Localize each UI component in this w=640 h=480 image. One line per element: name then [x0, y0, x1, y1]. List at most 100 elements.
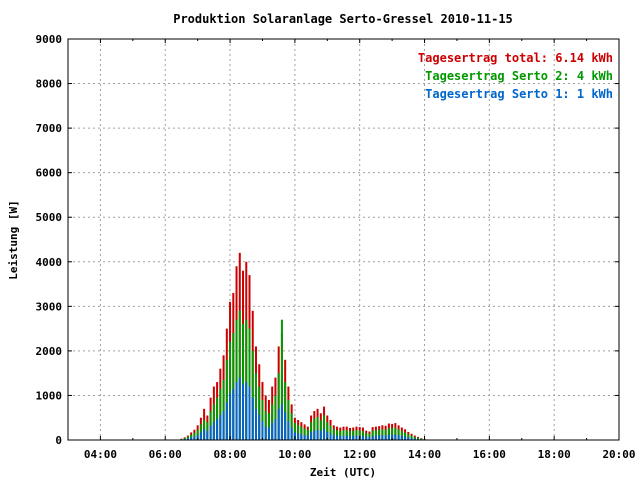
bar	[391, 428, 394, 440]
bar	[261, 421, 264, 440]
bar	[186, 438, 189, 440]
x-tick-label: 14:00	[408, 448, 441, 461]
bar	[203, 428, 206, 440]
bar	[358, 430, 361, 440]
bar	[238, 310, 241, 440]
bar	[306, 429, 309, 440]
bar	[326, 422, 329, 440]
bar	[235, 382, 238, 440]
x-axis-label: Zeit (UTC)	[310, 466, 376, 479]
y-tick-label: 4000	[36, 256, 63, 269]
bar	[303, 435, 306, 440]
bar	[271, 404, 274, 440]
bar	[413, 436, 416, 440]
bar	[274, 395, 277, 440]
bar	[251, 397, 254, 440]
x-tick-label: 10:00	[278, 448, 311, 461]
bar	[251, 350, 254, 440]
x-tick-label: 20:00	[602, 448, 635, 461]
bar	[290, 413, 293, 440]
bar	[199, 424, 202, 440]
legend-entry: Tagesertrag Serto 2: 4 kWh	[425, 69, 613, 83]
x-tick-label: 08:00	[213, 448, 246, 461]
bar	[219, 388, 222, 440]
bar	[242, 384, 245, 440]
bar	[407, 437, 410, 440]
bar	[332, 429, 335, 440]
y-tick-label: 6000	[36, 167, 63, 180]
bar	[384, 435, 387, 440]
bar	[306, 435, 309, 440]
bar	[258, 386, 261, 440]
x-tick-label: 16:00	[473, 448, 506, 461]
bar	[216, 397, 219, 440]
bar	[400, 431, 403, 440]
bar	[368, 433, 371, 440]
bar	[336, 430, 339, 440]
bar	[397, 435, 400, 440]
bar	[238, 377, 241, 440]
bar	[287, 421, 290, 440]
bar	[287, 399, 290, 440]
bar	[394, 434, 397, 440]
bar	[329, 433, 332, 440]
plot-frame	[67, 38, 620, 441]
bar	[368, 437, 371, 440]
bar	[378, 429, 381, 440]
x-tick-label: 18:00	[538, 448, 571, 461]
bar	[271, 423, 274, 440]
bar	[254, 373, 257, 440]
bar	[196, 429, 199, 440]
bar	[342, 435, 345, 440]
legend: Tagesertrag total: 6.14 kWh Tagesertrag S…	[418, 51, 613, 101]
bar	[316, 429, 319, 440]
bar	[206, 422, 209, 440]
bar	[235, 319, 238, 440]
x-tick-label: 06:00	[149, 448, 182, 461]
bar	[232, 388, 235, 440]
bar	[371, 430, 374, 440]
bar	[222, 379, 225, 440]
bar	[381, 429, 384, 440]
bar	[222, 411, 225, 440]
bar	[196, 435, 199, 440]
bar	[339, 435, 342, 440]
bar	[290, 427, 293, 440]
series-0	[180, 252, 436, 441]
grid	[68, 39, 619, 440]
bar	[232, 333, 235, 440]
y-tick-label: 5000	[36, 211, 63, 224]
x-tick-label: 12:00	[343, 448, 376, 461]
legend-entry: Tagesertrag Serto 1: 1 kWh	[425, 87, 613, 101]
y-tick-label: 9000	[36, 33, 63, 46]
bar	[413, 438, 416, 440]
bar	[303, 428, 306, 440]
bar	[216, 419, 219, 440]
bar	[193, 436, 196, 440]
bar	[264, 411, 267, 440]
bar	[319, 431, 322, 440]
bar	[400, 435, 403, 440]
bar	[355, 435, 358, 440]
legend-entry: Tagesertrag total: 6.14 kWh	[418, 51, 613, 65]
bar	[394, 427, 397, 440]
bar	[242, 324, 245, 440]
bar	[316, 416, 319, 440]
bar	[293, 423, 296, 440]
bar	[355, 430, 358, 440]
bar	[410, 437, 413, 440]
bar	[404, 432, 407, 440]
bar	[352, 435, 355, 440]
bar	[348, 435, 351, 440]
bar	[339, 431, 342, 440]
bar	[258, 414, 261, 440]
bar	[374, 430, 377, 440]
bar	[387, 427, 390, 440]
bar	[332, 435, 335, 440]
bar	[352, 430, 355, 440]
bar	[225, 359, 228, 440]
bar	[297, 424, 300, 440]
bar	[212, 422, 215, 440]
bar	[336, 435, 339, 440]
bar	[261, 399, 264, 440]
